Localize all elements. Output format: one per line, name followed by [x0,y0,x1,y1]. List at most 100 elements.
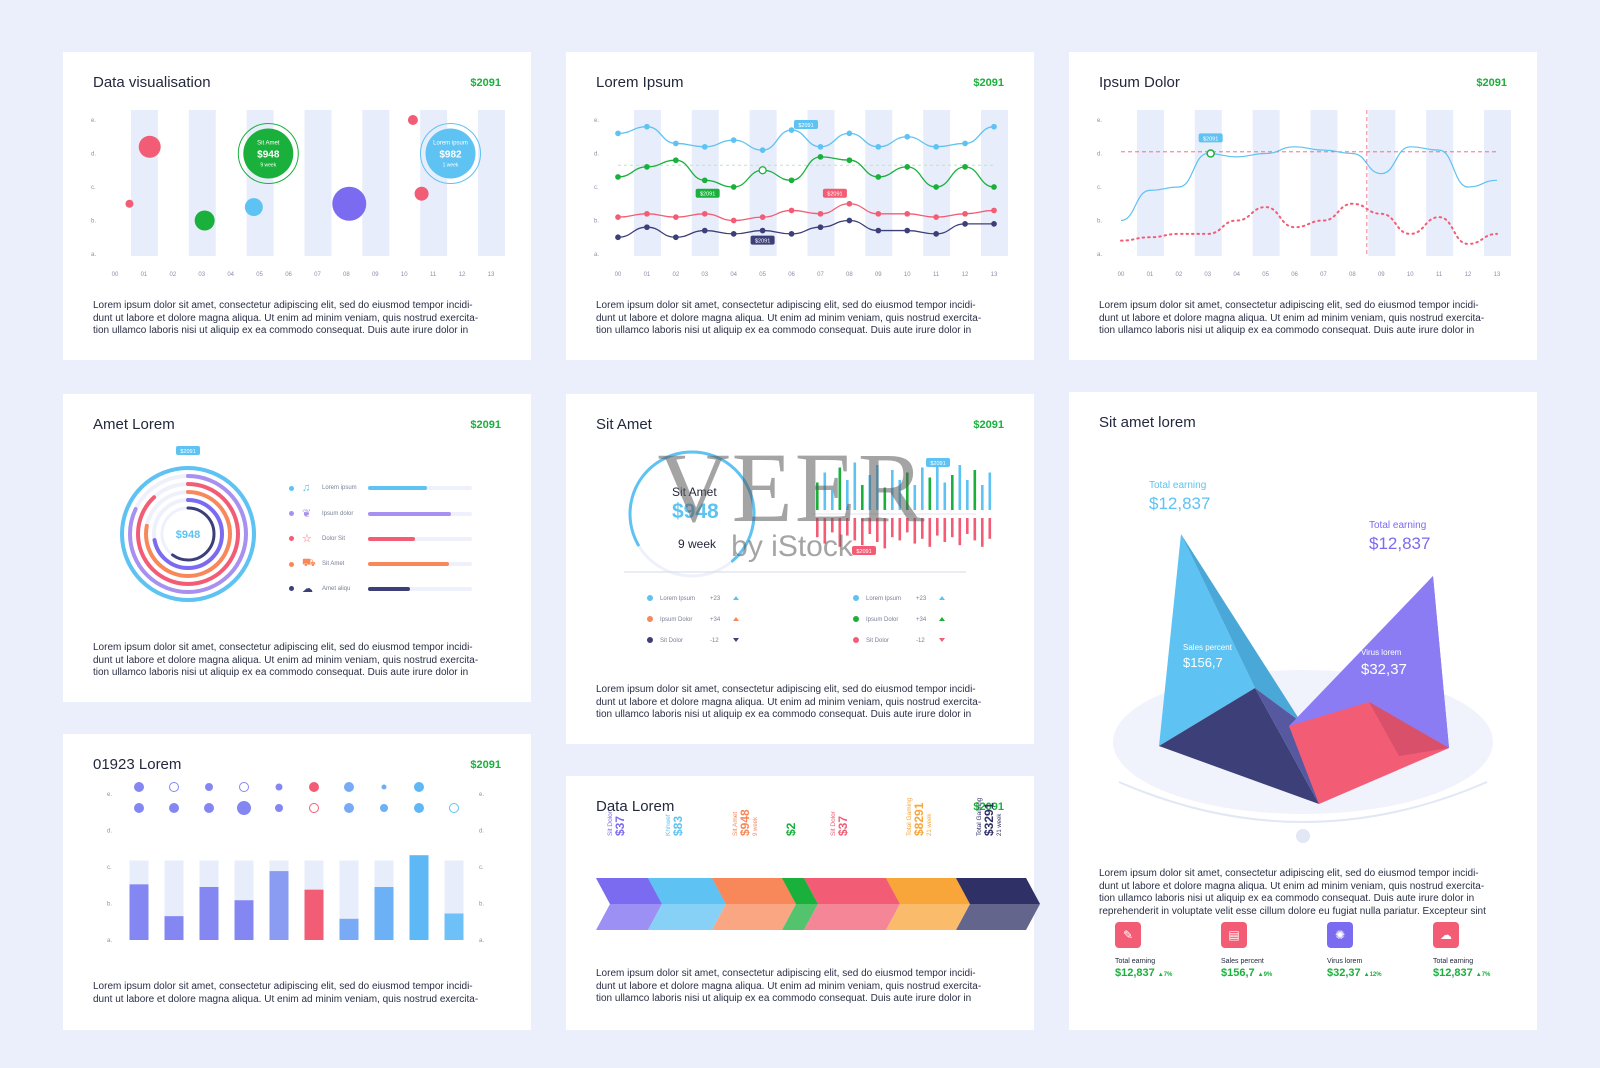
series-point [875,143,882,150]
down-bar [876,518,879,542]
legend-label: Ipsum Dolor [866,617,898,623]
arrow-down-icon [939,638,945,642]
x-tick-label: 07 [314,272,321,278]
bar [269,871,289,940]
series-point [962,210,968,217]
down-bar [973,518,977,541]
stat-value: $12,837 ▲7% [1433,967,1490,979]
legend-dot [853,616,859,622]
ring-arc [160,506,216,562]
leaf-icon: ❦ [302,508,312,520]
card-amet-lorem: Amet Lorem $2091 $948 $2091 ♫ Lorem ipsum ❦… [63,394,531,702]
legend-label: Ipsum dolor [322,510,354,517]
arrow-sub: 21 week [927,813,933,836]
bubble-point [244,198,263,217]
star-outline-icon: ☆ [302,533,312,545]
down-bar [883,518,887,549]
series-point [730,137,737,143]
stat-value-text: $12,837 [1115,967,1155,979]
pyramid-label: Total earning [1369,520,1426,531]
legend-item: ❦ Ipsum dolor [289,507,472,520]
y-tick-label: a. [91,252,96,258]
stat-label: Virus lorem [1327,958,1363,965]
bar [444,913,464,940]
document-icon: ▤ [1221,922,1247,948]
x-tick-label: 10 [1407,272,1414,278]
arrow-sub: 9 week [753,816,759,836]
y-tick-label-right: a. [479,938,484,944]
series-point [933,184,940,190]
progress-track [368,586,472,591]
up-bar [823,472,827,510]
card-data-lorem: Data Lorem $2091 Sit Dolor $37 Khhwef $83 Si… [566,776,1040,1030]
down-bar [861,518,864,546]
music-note-icon: ♫ [302,482,311,494]
down-bar [868,518,872,534]
arrow-segment-top [782,878,818,904]
card-ipsum-dolor: Ipsum Dolor $2091 00 01 02 03 04 05 06 07 08 09 10… [1069,52,1537,360]
series-point [875,210,882,217]
x-tick-label: 12 [459,272,466,278]
callout-bubble [425,128,476,179]
arrow-value: $2 [784,822,798,836]
value-badge: $2091 [470,77,501,89]
grid-stripe [633,110,661,256]
card-description: Lorem ipsum dolor sit amet, consectetur … [596,300,982,336]
stat-change: ▲12% [1363,972,1382,978]
grid-stripe [1484,110,1511,256]
series-point [904,164,911,170]
dot-marker [275,783,283,791]
x-tick-label: 00 [1118,272,1125,278]
x-tick-label: 11 [430,272,437,278]
gauge-label: Sit Amet [672,485,717,499]
down-bar [966,518,969,534]
value-tag [926,458,950,467]
arrow-up-icon [939,596,945,600]
legend-label: Lorem ipsum [322,485,357,491]
value-badge: $2091 [973,801,1004,813]
legend-label: Ipsum Dolor [660,617,692,623]
series-line [617,219,994,238]
y-tick-label: d. [594,152,599,158]
arrow-label-group: Sit Dolor $37 [607,810,627,836]
x-tick-label: 01 [141,272,148,278]
progress-track [368,511,472,516]
progress-fill [368,536,415,541]
x-tick-label: 08 [343,272,350,278]
y-tick-label-left: d. [107,829,112,835]
dot-marker [309,782,319,792]
series-point [788,177,795,184]
y-tick-label: c. [594,185,599,191]
highlight-point [1206,149,1215,158]
x-tick-label: 03 [701,272,708,278]
y-tick-label: e. [1097,118,1102,124]
arrow-segment-top [712,878,796,904]
legend-dot [647,637,653,643]
x-tick-label: 02 [673,272,680,278]
card-title: Sit Amet [596,416,652,433]
series-point [644,123,650,130]
series-point [817,210,824,217]
bar [199,887,219,940]
progress-fill [368,562,450,566]
series-point [991,184,997,190]
down-bar [906,518,909,533]
series-point [904,210,911,217]
arrow-label: Sit Amet [732,812,739,836]
card-title: Data visualisation [93,74,211,91]
y-tick-label: e. [91,118,96,124]
ring-arc [120,466,256,602]
series-point [615,214,621,220]
x-tick-label: 09 [1378,272,1385,278]
y-tick-label-left: e. [107,792,112,798]
series-point [904,133,911,140]
x-tick-label: 06 [788,272,795,278]
legend-dot [647,595,653,601]
series-point [759,227,766,234]
arrow-segment-top [596,878,662,904]
series-point [962,221,968,227]
arrow-segment-top [648,878,726,904]
dot-marker [275,804,283,812]
series-point [933,214,940,220]
progress-fill [368,511,452,516]
